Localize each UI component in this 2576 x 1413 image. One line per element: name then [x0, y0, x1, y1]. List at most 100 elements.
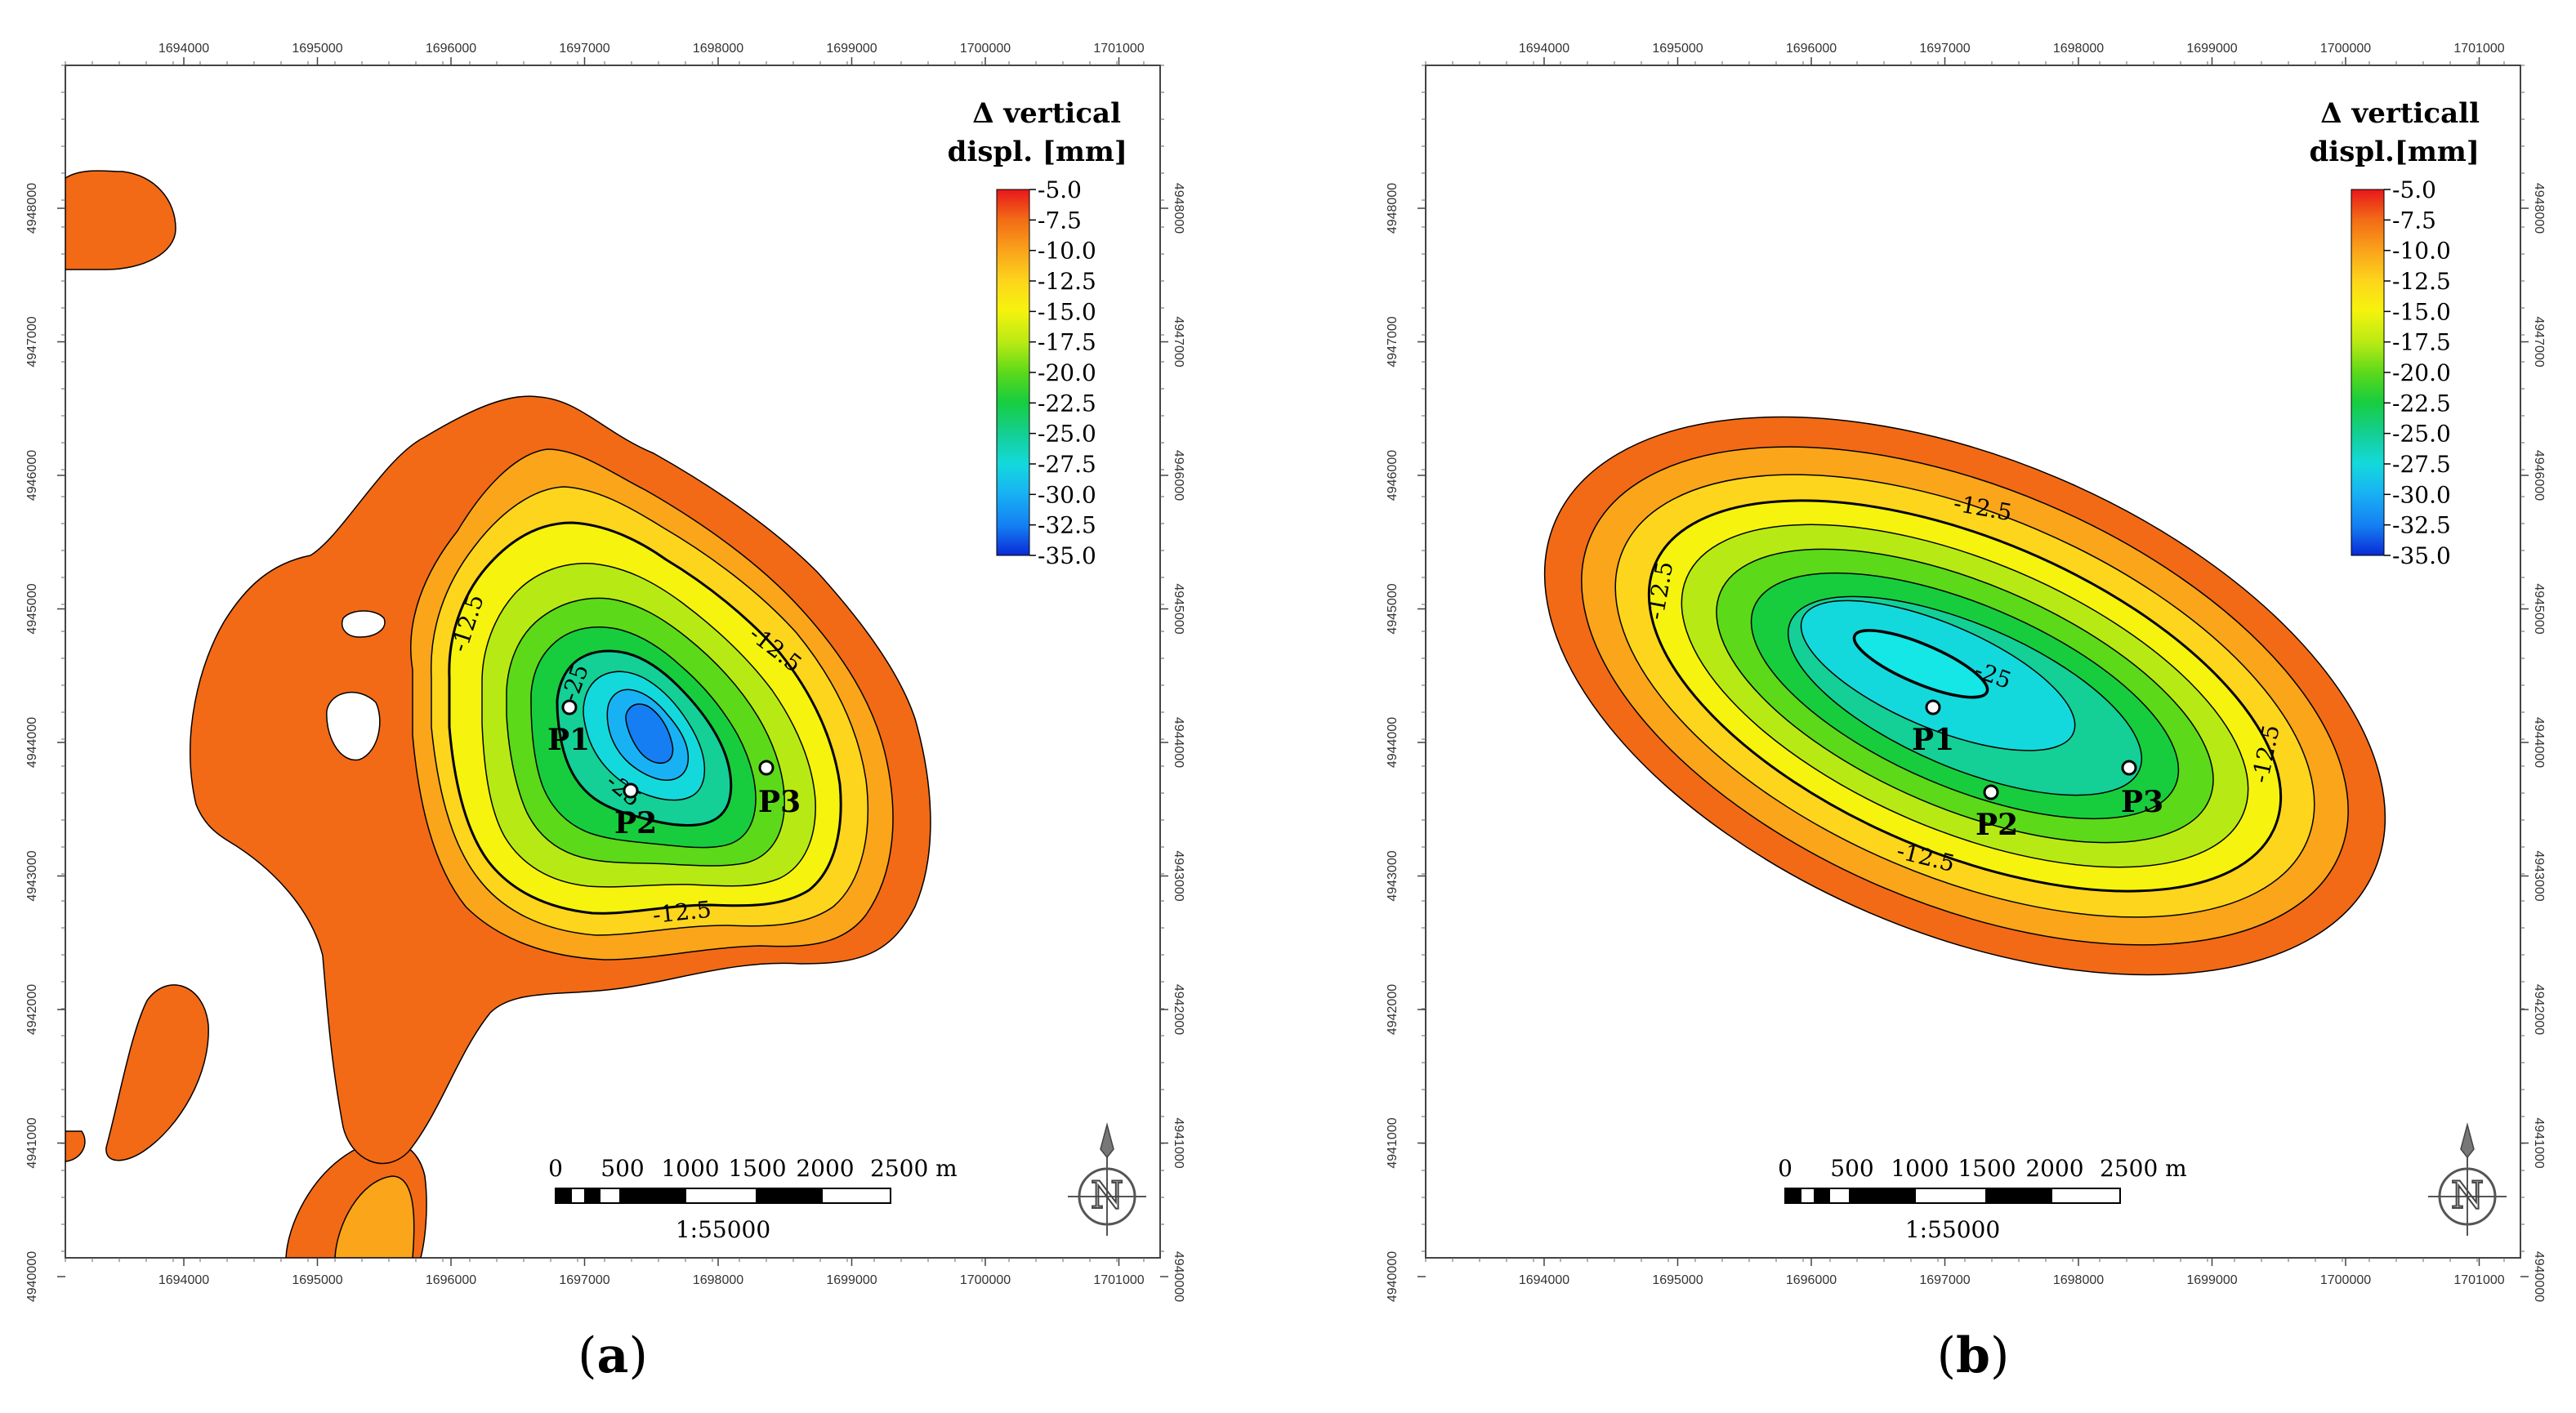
caption-a: (a) — [578, 1327, 648, 1384]
y-tick-label: 4943000 — [2532, 850, 2546, 901]
x-tick-label: 1695000 — [1652, 1273, 1703, 1287]
point-p2 — [623, 782, 639, 799]
measurement-points: P1 P2 P3 — [547, 699, 801, 840]
x-tick-label: 1695000 — [292, 1273, 342, 1287]
legend-title-line-1: Δ verticall — [2320, 97, 2480, 130]
x-tick-label: 1699000 — [2186, 42, 2237, 56]
legend-ticks: -5.0 -7.5 -10.0 -12.5 -15.0 -17.5 -20.0 -22.5 -2… — [2384, 176, 2451, 569]
x-tick-label: 1696000 — [1786, 1273, 1837, 1287]
scale-bar: 0 500 1000 1500 2000 2500 m 1:55000 — [1778, 1155, 2187, 1243]
x-tick-label: 1701000 — [1093, 42, 1144, 56]
x-tick-label: 1701000 — [1093, 1273, 1144, 1287]
point-label: P2 — [614, 806, 657, 840]
legend-label: -17.5 — [2392, 329, 2451, 356]
point-p2 — [1983, 784, 1999, 800]
legend-label: -22.5 — [1038, 390, 1096, 417]
y-tick-label: 4942000 — [25, 984, 39, 1035]
scale-label: 0 — [548, 1155, 563, 1182]
x-tick-label: 1701000 — [2453, 42, 2504, 56]
point-p3 — [2121, 760, 2137, 776]
contour-label: -12.5 — [651, 896, 712, 929]
legend-label: -30.0 — [2392, 481, 2451, 508]
y-tick-label: 4945000 — [1172, 583, 1185, 634]
y-tick-label: 4943000 — [1172, 850, 1185, 901]
point-label: P2 — [1976, 808, 2018, 842]
legend: Δ vertical displ. [mm] -5.0 -7.5 -10.0 -12.… — [948, 97, 1127, 569]
x-tick-label: 1694000 — [158, 42, 209, 56]
patch-top-left — [65, 170, 176, 270]
x-tick-label: 1697000 — [559, 1273, 609, 1287]
point-p3 — [758, 760, 775, 776]
y-tick-label: 4941000 — [25, 1117, 39, 1168]
contour-map: -12.5 -12.5 -12.5 -12.5 -25 P1 P2 P3 — [1543, 416, 2386, 976]
y-tick-label: 4941000 — [2532, 1117, 2546, 1168]
y-tick-label: 4946000 — [1172, 450, 1185, 501]
x-tick-label: 1697000 — [1919, 1273, 1970, 1287]
scale-bar: 0 500 1000 1500 2000 2500 m 1:55000 — [548, 1155, 958, 1243]
legend-label: -10.0 — [1038, 238, 1096, 265]
point-label: P1 — [547, 723, 590, 757]
scale-label: 2500 m — [870, 1155, 958, 1182]
legend-label: -25.0 — [2392, 421, 2451, 448]
contour-level-11 — [625, 703, 674, 764]
y-tick-label: 4943000 — [1386, 850, 1400, 901]
x-tick-label: 1696000 — [426, 42, 476, 56]
legend-label: -10.0 — [2392, 238, 2451, 265]
y-tick-label: 4940000 — [1172, 1251, 1185, 1302]
patch-left-bottom — [105, 984, 209, 1161]
point-label: P3 — [758, 785, 801, 819]
caption-close-paren: ) — [1990, 1327, 2009, 1384]
scale-label: 1000 — [1891, 1155, 1949, 1182]
y-tick-label: 4942000 — [2532, 984, 2546, 1035]
y-tick-label: 4948000 — [25, 183, 39, 234]
legend-label: -32.5 — [1038, 512, 1096, 539]
legend-label: -15.0 — [2392, 298, 2451, 325]
legend-label: -12.5 — [2392, 268, 2451, 295]
axis-ticks-a: 1694000 1694000 1695000 1695000 1696000 16960… — [25, 42, 1185, 1302]
y-tick-label: 4945000 — [25, 583, 39, 634]
north-arrow-icon: N — [1068, 1122, 1146, 1236]
legend-label: -5.0 — [1038, 176, 1082, 203]
x-tick-label: 1698000 — [693, 42, 743, 56]
scale-ratio: 1:55000 — [1905, 1216, 2000, 1243]
caption-close-paren: ) — [628, 1327, 647, 1384]
legend-label: -7.5 — [1038, 207, 1082, 234]
scale-label: 1500 — [728, 1155, 786, 1182]
y-tick-label: 4946000 — [2532, 450, 2546, 501]
y-tick-label: 4941000 — [1386, 1117, 1400, 1168]
scale-label: 2000 — [796, 1155, 854, 1182]
contour-level-10 — [1852, 629, 1989, 699]
x-tick-label: 1700000 — [2320, 42, 2371, 56]
y-tick-label: 4944000 — [1386, 717, 1400, 768]
scale-ratio: 1:55000 — [676, 1216, 770, 1243]
legend-label: -15.0 — [1038, 298, 1096, 325]
point-label: P1 — [1912, 723, 1954, 757]
legend-title-line-2: displ.[mm] — [2310, 136, 2480, 168]
scale-label: 2000 — [2025, 1155, 2083, 1182]
caption-b: (b) — [1937, 1327, 2010, 1384]
caption-letter: b — [1956, 1327, 1990, 1384]
legend-label: -12.5 — [1038, 268, 1096, 295]
y-tick-label: 4948000 — [1386, 183, 1400, 234]
x-tick-label: 1697000 — [559, 42, 609, 56]
y-tick-label: 4945000 — [1386, 583, 1400, 634]
caption-letter: a — [597, 1327, 629, 1384]
legend-title-line-1: Δ vertical — [972, 97, 1121, 130]
y-tick-label: 4942000 — [1172, 984, 1185, 1035]
point-p1 — [561, 699, 578, 715]
legend-label: -7.5 — [2392, 207, 2436, 234]
legend-label: -32.5 — [2392, 512, 2451, 539]
x-tick-label: 1696000 — [1786, 42, 1837, 56]
legend-label: -20.0 — [1038, 359, 1096, 386]
scale-label: 1500 — [1958, 1155, 2016, 1182]
y-tick-label: 4942000 — [1386, 984, 1400, 1035]
x-tick-label: 1700000 — [2320, 1273, 2371, 1287]
x-tick-label: 1695000 — [292, 42, 342, 56]
legend-label: -27.5 — [1038, 451, 1096, 478]
y-tick-label: 4945000 — [2532, 583, 2546, 634]
y-tick-label: 4940000 — [1386, 1251, 1400, 1302]
y-tick-label: 4944000 — [1172, 717, 1185, 768]
contour-map: -12.5 -12.5 -12.5 -25 -25 P1 P2 P3 — [65, 170, 931, 1258]
x-tick-label: 1699000 — [2186, 1273, 2237, 1287]
